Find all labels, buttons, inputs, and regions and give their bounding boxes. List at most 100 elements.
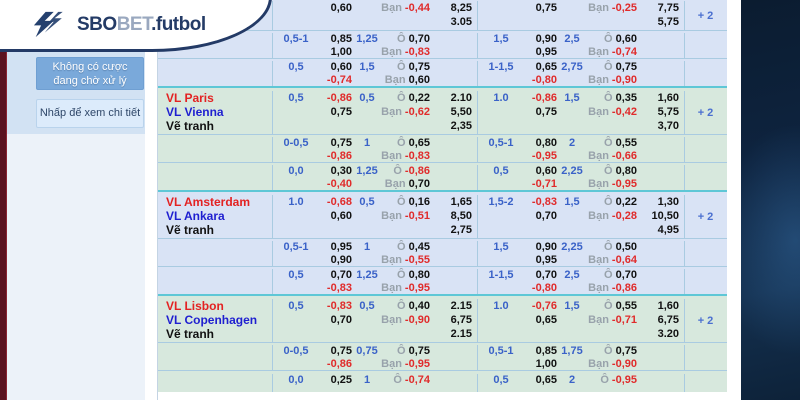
over-under-odds[interactable]: Bạn 0,60 — [382, 74, 432, 87]
handicap-odds[interactable]: -0,76 — [531, 300, 557, 312]
over-under-odds[interactable]: Ô 0,35 — [587, 91, 639, 105]
x12-odds[interactable]: 10,50 — [651, 210, 679, 222]
over-under-odds[interactable]: Bạn -0,42 — [587, 105, 639, 119]
handicap-odds[interactable]: -0,86 — [326, 150, 352, 162]
over-under-odds[interactable]: Bạn -0,66 — [587, 150, 639, 163]
site-logo[interactable]: SBOBET.futbol — [30, 11, 206, 38]
more-bets-link[interactable]: + 2 — [697, 314, 714, 327]
over-under-odds[interactable]: Ô 0,50 — [587, 241, 639, 254]
over-under-odds[interactable]: Bạn -0,83 — [381, 150, 432, 163]
handicap-odds[interactable]: 0,60 — [330, 61, 352, 73]
more-bets-link[interactable]: + 2 — [697, 9, 714, 22]
x12-odds[interactable]: 6,75 — [657, 314, 679, 326]
over-under-odds[interactable]: Bạn -0,55 — [381, 254, 432, 267]
more-bets-link[interactable]: + 2 — [697, 210, 714, 223]
handicap-odds[interactable]: 0,90 — [535, 241, 557, 253]
x12-odds[interactable]: 1,65 — [450, 196, 472, 208]
over-under-odds[interactable]: Bạn -0,86 — [587, 282, 639, 295]
handicap-odds[interactable]: 0,65 — [535, 61, 557, 73]
handicap-odds[interactable]: -0,95 — [531, 150, 557, 162]
over-under-odds[interactable]: Ô 0,55 — [587, 137, 639, 150]
x12-odds[interactable]: 2,35 — [450, 120, 472, 132]
over-under-odds[interactable]: Bạn -0,28 — [587, 209, 639, 223]
over-under-odds[interactable]: Ô 0,75 — [382, 345, 432, 358]
x12-odds[interactable]: 2,75 — [450, 224, 472, 236]
over-under-odds[interactable]: Ô 0,40 — [382, 299, 432, 313]
over-under-odds[interactable]: Ô 0,45 — [382, 241, 432, 254]
x12-odds[interactable]: 5,75 — [657, 16, 679, 28]
handicap-odds[interactable]: -0,83 — [326, 300, 352, 312]
x12-odds[interactable]: 1,60 — [657, 92, 679, 104]
handicap-odds[interactable]: 0,95 — [535, 254, 557, 266]
x12-odds[interactable]: 5,50 — [450, 106, 472, 118]
over-under-odds[interactable]: Bạn -0,90 — [587, 358, 639, 371]
x12-odds[interactable]: 2.10 — [450, 92, 472, 104]
handicap-odds[interactable]: -0,86 — [326, 92, 352, 104]
x12-odds[interactable]: 1,30 — [657, 196, 679, 208]
handicap-odds[interactable]: -0,86 — [326, 358, 352, 370]
handicap-odds[interactable]: 0,75 — [330, 137, 352, 149]
over-under-odds[interactable]: Ô 0,65 — [382, 137, 432, 150]
over-under-odds[interactable]: Ô 0,16 — [382, 195, 432, 209]
x12-odds[interactable]: 4,95 — [657, 224, 679, 236]
over-under-odds[interactable]: Ô -0,95 — [587, 374, 639, 387]
over-under-odds[interactable]: Ô 0,22 — [382, 91, 432, 105]
x12-odds[interactable]: 5,75 — [657, 106, 679, 118]
over-under-odds[interactable]: Bạn -0,90 — [587, 74, 639, 87]
handicap-odds[interactable]: 0,75 — [535, 106, 557, 118]
over-under-odds[interactable]: Ô 0,55 — [587, 299, 639, 313]
handicap-odds[interactable]: 0,70 — [330, 269, 352, 281]
over-under-odds[interactable]: Bạn -0,51 — [381, 209, 432, 223]
over-under-odds[interactable]: Bạn -0,90 — [381, 313, 432, 327]
over-under-odds[interactable]: Ô 0,60 — [587, 33, 639, 46]
handicap-odds[interactable]: 0,30 — [330, 165, 352, 177]
x12-odds[interactable]: 3.05 — [450, 16, 472, 28]
handicap-odds[interactable]: -0,68 — [326, 196, 352, 208]
x12-odds[interactable]: 8,50 — [450, 210, 472, 222]
handicap-odds[interactable]: 0,65 — [535, 314, 557, 326]
view-details-button[interactable]: Nhấp để xem chi tiết — [36, 99, 144, 128]
handicap-odds[interactable]: -0,83 — [326, 282, 352, 294]
handicap-odds[interactable]: -0,71 — [531, 178, 557, 190]
over-under-odds[interactable]: Ô 0,75 — [382, 61, 432, 74]
handicap-odds[interactable]: -0,80 — [531, 282, 557, 294]
handicap-odds[interactable]: -0,86 — [531, 92, 557, 104]
over-under-odds[interactable]: Ô 0,75 — [587, 345, 639, 358]
x12-odds[interactable]: 3.20 — [657, 328, 679, 340]
handicap-odds[interactable]: 0,65 — [535, 374, 557, 386]
handicap-odds[interactable]: 0,95 — [330, 241, 352, 253]
over-under-odds[interactable]: Bạn -0,95 — [381, 282, 432, 295]
handicap-odds[interactable]: 0,90 — [330, 254, 352, 266]
no-pending-bets-button[interactable]: Không có cược đang chờ xử lý — [36, 57, 144, 90]
handicap-odds[interactable]: -0,40 — [326, 178, 352, 190]
x12-odds[interactable]: 2.15 — [450, 328, 472, 340]
handicap-odds[interactable]: -0,83 — [531, 196, 557, 208]
handicap-odds[interactable]: 0,70 — [535, 269, 557, 281]
over-under-odds[interactable]: Ô -0,86 — [382, 165, 432, 178]
x12-odds[interactable]: 6,75 — [450, 314, 472, 326]
over-under-odds[interactable]: Ô 0,70 — [382, 33, 432, 46]
handicap-odds[interactable]: -0,80 — [531, 74, 557, 86]
over-under-odds[interactable]: Bạn -0,25 — [587, 1, 639, 15]
over-under-odds[interactable]: Ô 0,80 — [587, 165, 639, 178]
over-under-odds[interactable]: Bạn -0,95 — [381, 358, 432, 371]
over-under-odds[interactable]: Ô 0,80 — [382, 269, 432, 282]
handicap-odds[interactable]: 0,80 — [535, 137, 557, 149]
handicap-odds[interactable]: 1,00 — [330, 46, 352, 58]
x12-odds[interactable]: 7,75 — [657, 2, 679, 14]
over-under-odds[interactable]: Ô 0,22 — [587, 195, 639, 209]
handicap-odds[interactable]: 0,85 — [330, 33, 352, 45]
handicap-odds[interactable]: 0,85 — [535, 345, 557, 357]
over-under-odds[interactable]: Bạn 0,70 — [382, 178, 432, 191]
over-under-odds[interactable]: Bạn -0,74 — [587, 46, 639, 59]
x12-odds[interactable]: 1,60 — [657, 300, 679, 312]
over-under-odds[interactable]: Ô -0,74 — [382, 374, 432, 387]
handicap-odds[interactable]: 1,00 — [535, 358, 557, 370]
handicap-odds[interactable]: 0,75 — [535, 2, 557, 14]
handicap-odds[interactable]: 0,70 — [330, 314, 352, 326]
handicap-odds[interactable]: -0,74 — [326, 74, 352, 86]
over-under-odds[interactable]: Bạn -0,64 — [587, 254, 639, 267]
over-under-odds[interactable]: Bạn -0,95 — [587, 178, 639, 191]
x12-odds[interactable]: 2.15 — [450, 300, 472, 312]
handicap-odds[interactable]: 0,25 — [330, 374, 352, 386]
